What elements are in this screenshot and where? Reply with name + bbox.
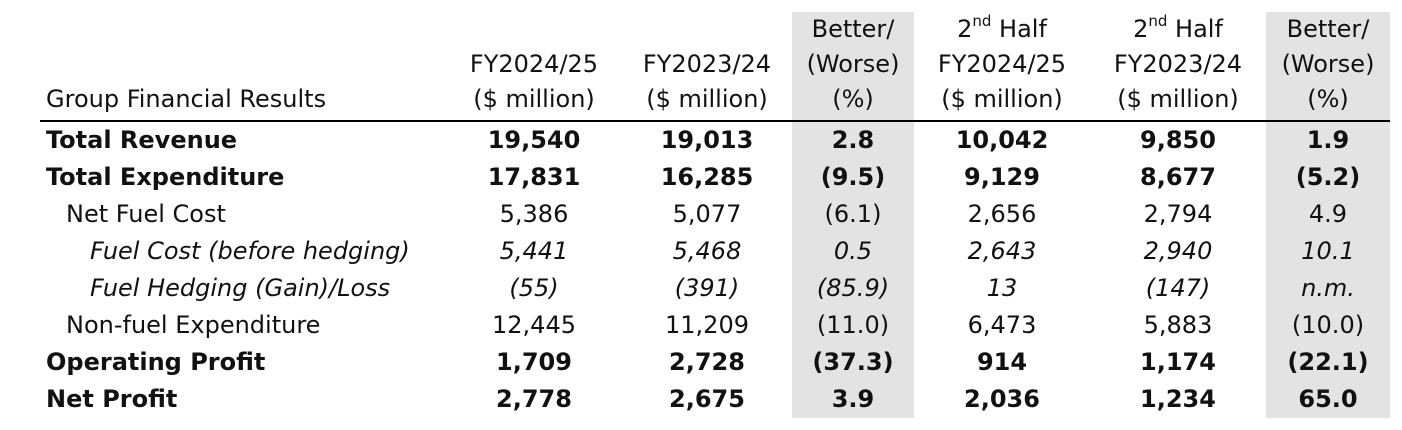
row-label: Total Revenue — [46, 126, 238, 154]
table-cell: 0.5 — [792, 233, 914, 270]
table-cell: (11.0) — [792, 307, 914, 344]
table-cell: (391) — [674, 274, 740, 302]
table-cell: (9.5) — [792, 159, 914, 196]
table-cell: 10,042 — [955, 126, 1049, 154]
table-cell: 19,540 — [487, 126, 581, 154]
row-label: Non-fuel Expenditure — [66, 311, 321, 339]
table-cell: 2,656 — [967, 200, 1037, 228]
table-row-fuel-hedging: Fuel Hedging (Gain)/Loss (55) (391) (85.… — [40, 270, 1390, 307]
column-header-2h-fy2023-24: 2nd Half FY2023/24 ($ million) — [1090, 12, 1266, 122]
table-cell: 2,675 — [669, 385, 745, 413]
column-header-fy2023-24: FY2023/24 ($ million) — [622, 12, 792, 122]
column-header-2h-fy2024-25: 2nd Half FY2024/25 ($ million) — [914, 12, 1090, 122]
table-row-operating-profit: Operating Profit 1,709 2,728 (37.3) 914 … — [40, 344, 1390, 381]
table-cell: 9,129 — [964, 163, 1040, 191]
table-cell: 65.0 — [1266, 381, 1390, 418]
table-row-net-profit: Net Profit 2,778 2,675 3.9 2,036 1,234 6… — [40, 381, 1390, 418]
table-cell: 1.9 — [1266, 121, 1390, 159]
table-cell: 1,174 — [1140, 348, 1216, 376]
table-row-net-fuel-cost: Net Fuel Cost 5,386 5,077 (6.1) 2,656 2,… — [40, 196, 1390, 233]
table-cell: 13 — [986, 274, 1018, 302]
table-cell: 11,209 — [665, 311, 749, 339]
table-cell: 2,643 — [967, 237, 1037, 265]
table-cell: (10.0) — [1266, 307, 1390, 344]
group-financial-results-table: Group Financial Results FY2024/25 ($ mil… — [40, 12, 1390, 418]
table-cell: (5.2) — [1266, 159, 1390, 196]
row-label: Net Profit — [46, 385, 178, 413]
table-cell: (22.1) — [1266, 344, 1390, 381]
table-cell: 2,940 — [1143, 237, 1213, 265]
table-cell: 5,077 — [672, 200, 742, 228]
table-cell: 10.1 — [1266, 233, 1390, 270]
table-cell: 12,445 — [492, 311, 576, 339]
table-row-fuel-cost-before-hedging: Fuel Cost (before hedging) 5,441 5,468 0… — [40, 233, 1390, 270]
table-cell: 5,441 — [499, 237, 569, 265]
table-cell: 1,709 — [496, 348, 572, 376]
table-cell: 4.9 — [1266, 196, 1390, 233]
table-cell: 9,850 — [1140, 126, 1216, 154]
row-label: Fuel Cost (before hedging) — [90, 237, 410, 265]
table-row-total-revenue: Total Revenue 19,540 19,013 2.8 10,042 9… — [40, 121, 1390, 159]
table-cell: 5,386 — [499, 200, 569, 228]
table-cell: (55) — [509, 274, 559, 302]
table-cell: (85.9) — [792, 270, 914, 307]
table-cell: 914 — [976, 348, 1028, 376]
table-cell: n.m. — [1266, 270, 1390, 307]
column-header-better-worse-2h: Better/ (Worse) (%) — [1266, 12, 1390, 122]
table-cell: 19,013 — [660, 126, 754, 154]
table-cell: 16,285 — [660, 163, 754, 191]
table-cell: 6,473 — [967, 311, 1037, 339]
table-row-total-expenditure: Total Expenditure 17,831 16,285 (9.5) 9,… — [40, 159, 1390, 196]
table-title: Group Financial Results — [40, 12, 446, 122]
row-label: Operating Profit — [46, 348, 266, 376]
table-cell: 17,831 — [487, 163, 581, 191]
table-cell: 2,036 — [964, 385, 1040, 413]
table-cell: 2,778 — [496, 385, 572, 413]
table-cell: 1,234 — [1140, 385, 1216, 413]
table-cell: 8,677 — [1140, 163, 1216, 191]
table-cell: 2.8 — [792, 121, 914, 159]
table-cell: 5,468 — [672, 237, 742, 265]
table-row-non-fuel-expenditure: Non-fuel Expenditure 12,445 11,209 (11.0… — [40, 307, 1390, 344]
column-header-better-worse-fy: Better/ (Worse) (%) — [792, 12, 914, 122]
table-cell: 5,883 — [1143, 311, 1213, 339]
table-cell: 2,728 — [669, 348, 745, 376]
table-cell: (37.3) — [792, 344, 914, 381]
table-cell: 3.9 — [792, 381, 914, 418]
column-header-fy2024-25: FY2024/25 ($ million) — [446, 12, 622, 122]
row-label: Fuel Hedging (Gain)/Loss — [90, 274, 391, 302]
table-header-row: Group Financial Results FY2024/25 ($ mil… — [40, 12, 1390, 122]
table-cell: (6.1) — [792, 196, 914, 233]
table-cell: 2,794 — [1143, 200, 1213, 228]
row-label: Total Expenditure — [46, 163, 285, 191]
table-cell: (147) — [1145, 274, 1211, 302]
row-label: Net Fuel Cost — [66, 200, 226, 228]
